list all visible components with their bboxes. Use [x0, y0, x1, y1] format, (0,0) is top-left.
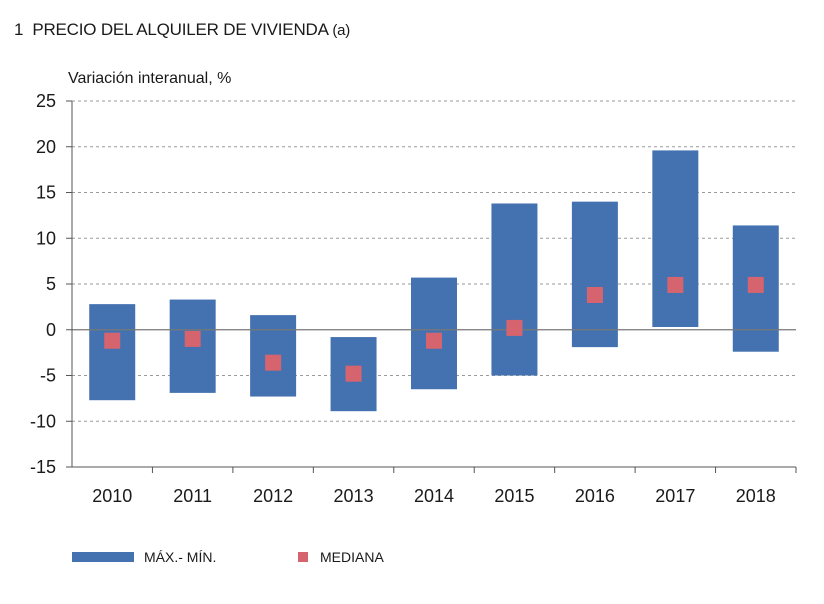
y-tick-labels: 25 20 15 10 5 0 -5 -10 -15 — [30, 91, 56, 477]
median-marker — [586, 286, 603, 303]
range-bars — [89, 150, 779, 412]
legend-range-swatch — [72, 552, 134, 562]
median-marker — [506, 319, 523, 336]
grid-lines — [72, 100, 796, 422]
median-marker — [345, 365, 362, 382]
y-tick-label: 15 — [36, 183, 56, 203]
y-tick-label: -15 — [30, 457, 56, 477]
axes — [66, 100, 797, 473]
y-tick-label: 25 — [36, 91, 56, 111]
range-bar — [491, 203, 538, 376]
x-tick-label: 2015 — [494, 486, 534, 506]
range-bar — [652, 150, 699, 328]
median-marker — [426, 332, 442, 349]
y-axis-label: Variación interanual, % — [68, 70, 231, 87]
median-marker — [747, 276, 764, 293]
x-tick-label: 2013 — [334, 486, 374, 506]
legend-median-swatch — [298, 552, 308, 562]
x-tick-label: 2010 — [92, 486, 132, 506]
range-bar — [571, 201, 618, 348]
chart-title: 1 PRECIO DEL ALQUILER DE VIVIENDA (a) — [14, 20, 350, 40]
median-marker — [184, 330, 201, 347]
y-tick-label: 0 — [46, 320, 56, 340]
x-tick-label: 2011 — [173, 486, 212, 506]
x-tick-labels: 2010 2011 2012 2013 2014 2015 2016 2017 2018 — [92, 486, 776, 506]
y-tick-label: 10 — [36, 228, 56, 248]
x-tick-label: 2012 — [253, 486, 293, 506]
legend-median: MEDIANA — [298, 549, 384, 565]
median-marker — [667, 276, 684, 293]
chart-title-text: PRECIO DEL ALQUILER DE VIVIENDA — [32, 20, 328, 39]
range-bar — [89, 304, 136, 401]
y-tick-label: 5 — [46, 274, 56, 294]
x-tick-label: 2017 — [655, 486, 695, 506]
x-tick-label: 2014 — [414, 486, 454, 506]
y-tick-label: 20 — [36, 137, 56, 157]
legend-median-label: MEDIANA — [320, 549, 384, 565]
chart-title-suffix: (a) — [332, 22, 351, 39]
x-tick-label: 2016 — [575, 486, 615, 506]
y-tick-label: -5 — [40, 366, 56, 386]
median-markers — [104, 276, 764, 382]
legend-range: MÁX.- MÍN. — [72, 549, 216, 565]
legend-range-label: MÁX.- MÍN. — [144, 549, 217, 565]
median-marker — [265, 354, 282, 371]
chart-number: 1 — [14, 20, 24, 39]
y-tick-label: -10 — [30, 411, 56, 431]
median-marker — [104, 332, 121, 349]
x-tick-label: 2018 — [736, 486, 776, 506]
